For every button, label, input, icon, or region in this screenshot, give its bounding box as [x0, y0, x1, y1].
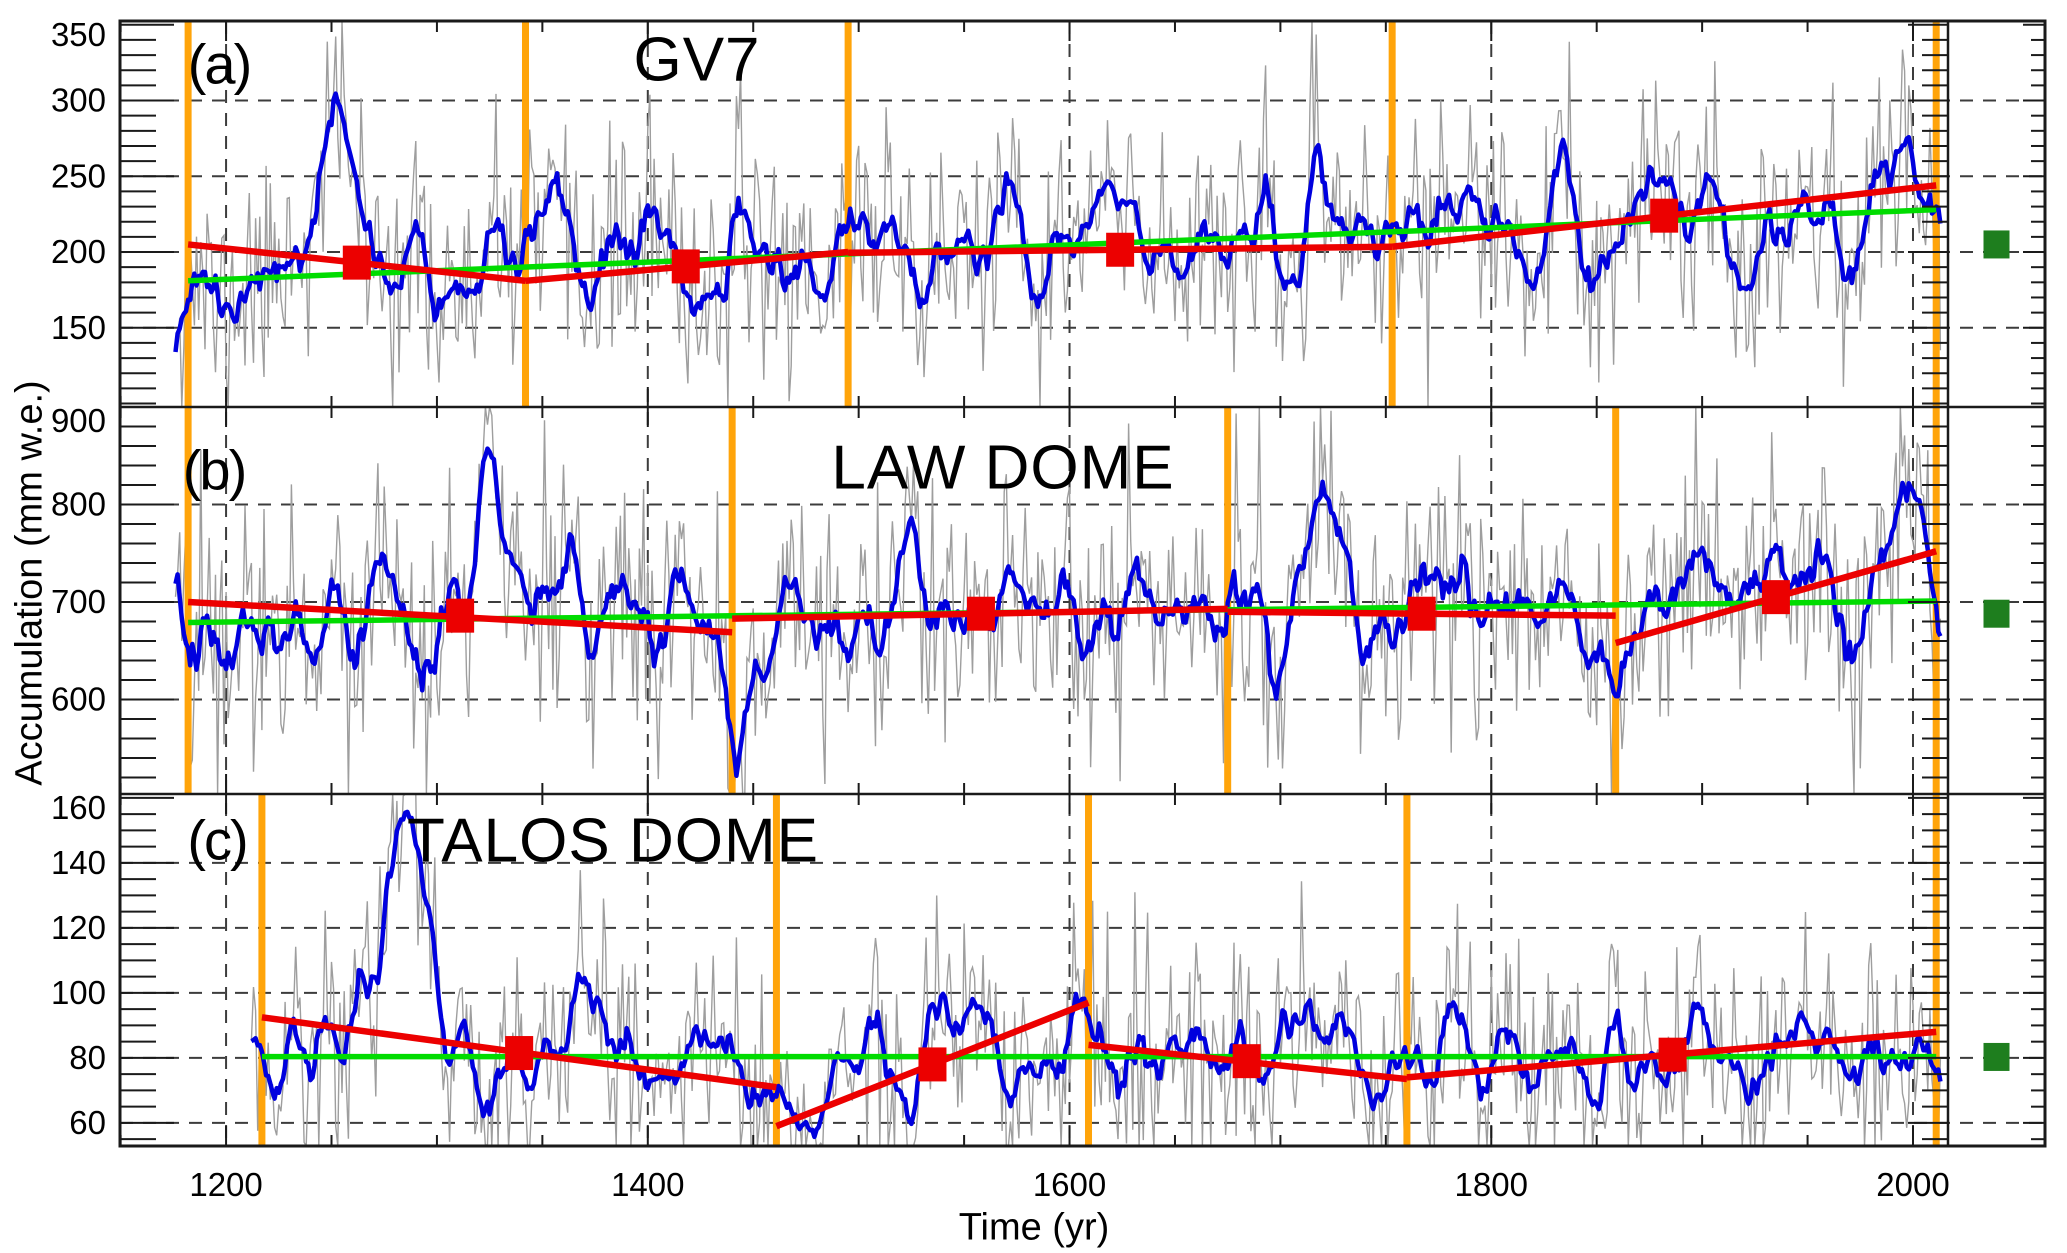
x-tick-label: 1600: [1033, 1166, 1106, 1203]
panel-c-overall-mean-marker: [1983, 1042, 2010, 1071]
panel-b-overall-mean-marker: [1983, 599, 2010, 628]
x-tick-label: 1200: [189, 1166, 262, 1203]
panel-a-trend-marker: [1650, 198, 1679, 233]
y-tick-label: 80: [69, 1039, 106, 1076]
panel-c-smoothed-series: [250, 809, 1943, 1140]
panel-b-trend-marker: [1407, 596, 1436, 631]
panel-b-x-ticks: [119, 407, 1914, 794]
y-tick-label: 800: [51, 486, 106, 523]
y-tick-label: 900: [51, 402, 106, 439]
panel-c-y-ticks: [120, 796, 2045, 1141]
y-tick-label: 250: [51, 157, 106, 194]
panel-a-x-ticks: [119, 21, 1914, 407]
panel-c-x-ticks: [119, 794, 1914, 1146]
panel-a-trend-marker: [671, 249, 700, 284]
panel-c-y-tick-labels: 60 80 100 120 140 160: [51, 789, 106, 1141]
panel-b-title: LAW DOME: [831, 433, 1175, 503]
panel-b-trend-marker: [1761, 580, 1790, 615]
frames: [118, 19, 2047, 1148]
panel-a-y-ticks: [120, 23, 2045, 405]
y-tick-label: 140: [51, 844, 106, 881]
y-tick-label: 120: [51, 909, 106, 946]
panel-a: [173, 22, 1943, 406]
y-tick-label: 160: [51, 789, 106, 826]
panel-a-title: GV7: [633, 25, 761, 95]
panel-a-smoothed-series: [173, 91, 1943, 353]
x-axis-title: Time (yr): [958, 1206, 1110, 1249]
panel-c-trend-marker: [1658, 1037, 1687, 1072]
outer-frame: [118, 19, 2047, 1148]
y-tick-label: 60: [69, 1104, 106, 1141]
panel-a-trend-marker: [342, 245, 371, 280]
x-tick-label: 1400: [611, 1166, 684, 1203]
x-tick-label: 1800: [1455, 1166, 1528, 1203]
y-tick-label: 600: [51, 681, 106, 718]
x-tick-label: 2000: [1876, 1166, 1949, 1203]
panel-b-y-tick-labels: 600 700 800 900: [51, 402, 106, 718]
y-tick-label: 700: [51, 583, 106, 620]
panel-b-overall-mean: [1983, 599, 2010, 628]
panel-c-trend-marker: [505, 1036, 534, 1071]
panel-b-trend-marker: [446, 598, 475, 633]
panel-c-trend-marker: [1232, 1044, 1261, 1079]
panel-a-overall-mean: [1983, 230, 2010, 259]
y-tick-label: 100: [51, 974, 106, 1011]
panel-c-title: TALOS DOME: [407, 806, 819, 876]
panel-b: [173, 408, 1943, 793]
y-tick-label: 300: [51, 82, 106, 119]
x-tick-labels: 1200 1400 1600 1800 2000: [189, 1166, 1949, 1203]
panel-c-letter: (c): [187, 808, 248, 872]
y-axis-title: Accumulation (mm w.e.): [8, 380, 51, 786]
panel-a-letter: (a): [187, 32, 252, 96]
panel-a-y-tick-labels: 150 200 250 300 350: [51, 16, 106, 346]
panel-b-y-ticks: [120, 406, 2045, 779]
panel-c-overall-mean: [1983, 1042, 2010, 1071]
panel-c: [250, 795, 1943, 1145]
panel-c-trend-marker: [918, 1047, 947, 1082]
panel-a-overall-mean-marker: [1983, 230, 2010, 259]
panel-b-letter: (b): [182, 438, 247, 502]
panel-a-trend-marker: [1106, 232, 1135, 267]
y-tick-label: 350: [51, 16, 106, 53]
y-tick-label: 150: [51, 309, 106, 346]
panel-b-trend-marker: [966, 596, 995, 631]
y-tick-label: 200: [51, 233, 106, 270]
